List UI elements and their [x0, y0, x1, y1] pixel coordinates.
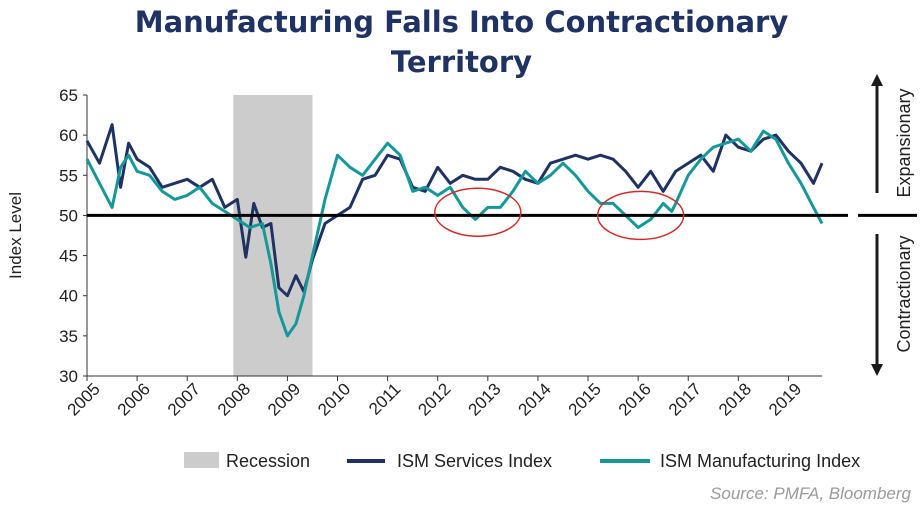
highlight-ellipse-2 — [596, 190, 685, 241]
legend-swatch-recession — [184, 452, 219, 468]
legend-label-manufacturing: ISM Manufacturing Index — [660, 451, 860, 471]
x-tick-label: 2017 — [665, 379, 705, 419]
title-line-2: Territory — [390, 45, 533, 79]
y-tick-label: 50 — [59, 206, 78, 225]
x-tick-label: 2006 — [114, 379, 154, 419]
x-tick-label: 2008 — [214, 379, 254, 419]
x-tick-label: 2009 — [264, 379, 304, 419]
contractionary-label: Contractionary — [894, 235, 914, 352]
y-tick-label: 45 — [59, 247, 78, 266]
legend-label-recession: Recession — [226, 451, 310, 471]
x-tick-label: 2013 — [464, 379, 504, 419]
y-tick-label: 30 — [59, 367, 78, 386]
y-tick-label: 35 — [59, 327, 78, 346]
x-tick-label: 2019 — [765, 379, 805, 419]
x-tick-label: 2012 — [414, 379, 454, 419]
x-tick-label: 2018 — [715, 379, 755, 419]
chart-title: Manufacturing Falls Into Contractionary … — [0, 2, 923, 82]
highlight-ellipse-1 — [434, 187, 522, 237]
reference-line-gap — [848, 210, 858, 221]
y-tick-label: 55 — [59, 166, 78, 185]
y-tick-label: 60 — [59, 126, 78, 145]
y-axis-title: Index Level — [6, 192, 25, 279]
source-note: Source: PMFA, Bloomberg — [710, 484, 911, 503]
x-tick-label: 2014 — [515, 379, 555, 419]
x-tick-label: 2016 — [615, 379, 655, 419]
manufacturing-line — [85, 129, 824, 338]
x-tick-label: 2011 — [365, 379, 404, 418]
y-tick-label: 65 — [59, 86, 78, 105]
services-line — [85, 123, 824, 298]
x-tick-label: 2007 — [164, 379, 204, 419]
x-tick-label: 2010 — [314, 379, 354, 419]
y-tick-label: 40 — [59, 287, 78, 306]
expansionary-label: Expansionary — [894, 88, 914, 197]
legend-label-services: ISM Services Index — [397, 451, 552, 471]
x-tick-label: 2015 — [565, 379, 605, 419]
title-line-1: Manufacturing Falls Into Contractionary — [134, 5, 789, 39]
